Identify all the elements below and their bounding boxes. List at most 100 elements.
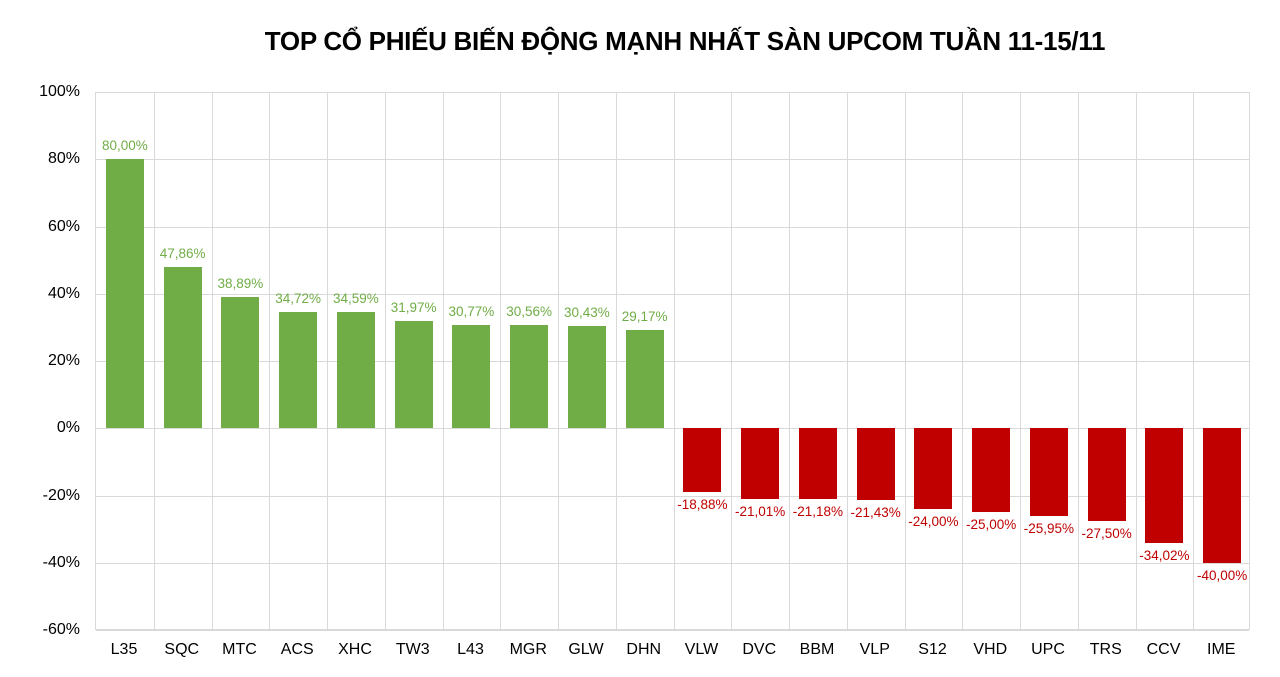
data-label: 38,89% <box>217 276 264 292</box>
gridline-horizontal <box>96 159 1249 161</box>
data-label: 80,00% <box>101 138 148 154</box>
data-label: 30,56% <box>506 304 553 320</box>
plot-bottom-border <box>96 629 1249 630</box>
gridline-vertical <box>211 92 213 630</box>
y-tick-label: -20% <box>42 486 80 504</box>
bar-glw <box>567 325 606 429</box>
data-label: 29,17% <box>621 309 668 325</box>
bar-ccv <box>1145 428 1184 543</box>
gridline-vertical <box>1077 92 1079 630</box>
gridline-horizontal <box>96 495 1249 497</box>
bar-acs <box>279 311 318 429</box>
bar-l35 <box>105 159 144 429</box>
bar-trs <box>1087 428 1126 521</box>
gridline-vertical <box>269 92 271 630</box>
bar-sqc <box>163 267 202 429</box>
gridline-vertical <box>615 92 617 630</box>
x-tick-label: DVC <box>742 641 777 658</box>
bar-vlw <box>683 428 722 492</box>
x-tick-label: VLP <box>859 641 890 658</box>
gridline-vertical <box>153 92 155 630</box>
x-tick-label: UPC <box>1031 641 1065 658</box>
gridline-vertical <box>1193 92 1195 630</box>
data-label: -18,88% <box>677 496 728 512</box>
data-label: 34,72% <box>275 290 322 306</box>
y-tick-label: 40% <box>47 284 80 302</box>
data-label: -21,43% <box>850 505 901 521</box>
data-label: 31,97% <box>390 299 437 315</box>
y-tick-label: 20% <box>47 352 80 369</box>
x-tick-label: L43 <box>457 641 484 658</box>
data-label: 30,77% <box>448 303 495 319</box>
gridline-vertical <box>327 92 328 630</box>
data-label: 47,86% <box>159 246 206 262</box>
gridline-vertical <box>500 92 502 630</box>
y-tick-label: 80% <box>47 150 80 168</box>
x-tick-label: CCV <box>1146 641 1181 658</box>
bar-tw3 <box>394 320 433 429</box>
bar-bbm <box>798 428 837 500</box>
data-label: -34,02% <box>1139 547 1190 563</box>
bar-dhn <box>625 330 664 429</box>
gridline-vertical <box>558 92 559 630</box>
x-tick-label: XHC <box>338 641 372 658</box>
data-label: -25,95% <box>1023 520 1075 536</box>
gridline-vertical <box>962 92 964 630</box>
x-tick-label: TRS <box>1089 641 1122 658</box>
gridline-vertical <box>1135 92 1137 630</box>
gridline-vertical <box>384 92 386 630</box>
x-tick-label: S12 <box>918 641 947 658</box>
data-label: -40,00% <box>1196 567 1248 583</box>
gridline-horizontal <box>96 92 1249 93</box>
bar-dvc <box>741 428 780 499</box>
data-label: -25,00% <box>965 517 1017 533</box>
gridline-horizontal <box>96 226 1249 228</box>
y-tick-label: -60% <box>42 621 80 638</box>
y-tick-label: -40% <box>42 553 80 571</box>
gridline-vertical <box>1020 92 1021 630</box>
x-tick-label: MGR <box>509 641 547 658</box>
bar-upc <box>1029 428 1068 516</box>
data-label: 30,43% <box>563 304 610 320</box>
bar-vhd <box>972 428 1011 513</box>
gridline-vertical <box>904 92 906 630</box>
x-tick-label: DHN <box>626 641 662 658</box>
y-tick-label: 60% <box>47 217 80 235</box>
bar-l43 <box>452 324 491 429</box>
x-tick-label: GLW <box>568 641 604 658</box>
gridline-vertical <box>731 92 733 630</box>
x-tick-label: VLW <box>684 641 719 658</box>
data-label: -24,00% <box>908 513 959 529</box>
gridline-vertical <box>846 92 848 630</box>
plot-area: 80,00% 47,86% 38,89% 34,72% 34,59% 31,97% 30,7… <box>95 92 1250 631</box>
gridline-horizontal <box>96 293 1249 295</box>
gridline-horizontal <box>96 562 1249 564</box>
bar-s12 <box>914 428 953 509</box>
gridline-horizontal <box>96 361 1249 362</box>
bar-mtc <box>221 297 260 429</box>
y-tick-label: 100% <box>39 83 80 100</box>
bar-ime <box>1203 428 1242 563</box>
gridline-vertical <box>673 92 675 630</box>
gridline-horizontal <box>96 630 1249 631</box>
bar-mgr <box>510 325 549 429</box>
x-tick-label: BBM <box>799 641 835 658</box>
gridline-vertical <box>442 92 444 630</box>
x-tick-label: TW3 <box>395 641 430 658</box>
gridline-vertical <box>789 92 790 630</box>
x-tick-label: L35 <box>110 641 138 658</box>
gridline-horizontal <box>96 428 1249 430</box>
x-tick-label: MTC <box>222 641 257 658</box>
x-tick-label: SQC <box>164 641 200 658</box>
data-label: -21,18% <box>792 504 844 520</box>
data-label: 34,59% <box>332 290 379 306</box>
data-label: -21,01% <box>734 503 786 519</box>
x-tick-label: IME <box>1207 641 1236 658</box>
bar-xhc <box>336 311 375 429</box>
x-tick-label: VHD <box>973 641 1008 658</box>
chart-title: TOP CỔ PHIẾU BIẾN ĐỘNG MẠNH NHẤT SÀN UPC… <box>264 26 1106 56</box>
x-tick-label: ACS <box>280 641 314 658</box>
y-tick-label: 0% <box>56 419 80 437</box>
bar-vlp <box>856 428 895 501</box>
data-label: -27,50% <box>1081 525 1132 541</box>
